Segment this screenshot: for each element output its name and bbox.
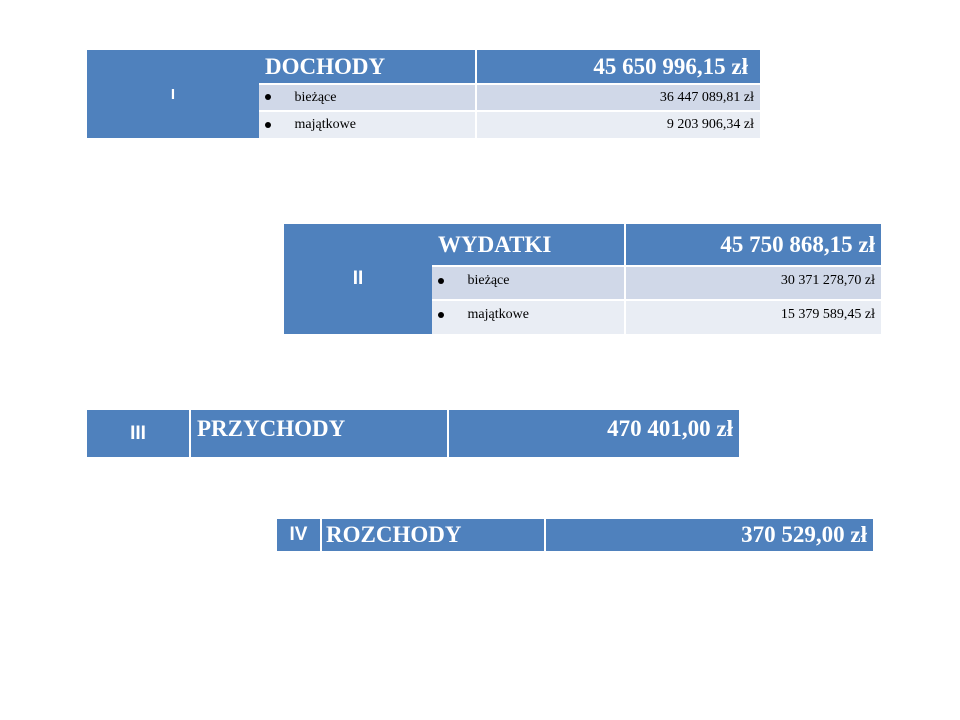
dochody-numeral: I [87,50,259,138]
wydatki-item-label-cell: bieżące [432,265,625,300]
bullet-icon [265,121,271,128]
bullet-icon [438,277,444,284]
dochody-row-biezace: bieżące 36 447 089,81 zł [87,83,760,111]
wydatki-table: II WYDATKI 45 750 868,15 zł bieżące 30 3… [284,224,881,334]
rozchody-title: ROZCHODY [320,519,545,551]
dochody-item-label: majątkowe [294,117,356,132]
przychody-numeral: III [87,410,190,457]
przychody-total: 470 401,00 zł [447,410,739,457]
dochody-table: I DOCHODY 45 650 996,15 zł bieżące 36 44… [87,50,760,138]
bullet-icon [265,94,271,101]
wydatki-total: 45 750 868,15 zł [623,224,881,266]
wydatki-item-label: bieżące [467,273,510,288]
dochody-item-label: bieżące [294,89,337,105]
przychody-table: III PRZYCHODY 470 401,00 zł [87,410,739,457]
dochody-total: 45 650 996,15 zł [475,50,760,84]
wydatki-item-amount: 15 379 589,45 zł [623,299,881,334]
dochody-title: DOCHODY [259,50,477,84]
dochody-item-label-cell: majątkowe [259,110,477,138]
wydatki-title: WYDATKI [432,224,625,266]
dochody-item-amount: 9 203 906,34 zł [475,110,760,138]
dochody-item-amount: 36 447 089,81 zł [475,83,760,111]
wydatki-item-amount: 30 371 278,70 zł [623,265,881,300]
wydatki-numeral: II [284,224,432,334]
rozchody-total: 370 529,00 zł [544,519,873,551]
bullet-icon [438,311,444,318]
rozchody-table: IV ROZCHODY 370 529,00 zł [277,519,873,551]
wydatki-item-label: majątkowe [467,307,529,322]
wydatki-row-biezace: bieżące 30 371 278,70 zł [284,265,881,300]
wydatki-item-label-cell: majątkowe [432,299,625,334]
dochody-item-label-cell: bieżące [259,83,477,111]
przychody-title: PRZYCHODY [189,410,448,457]
rozchody-numeral: IV [277,519,321,551]
